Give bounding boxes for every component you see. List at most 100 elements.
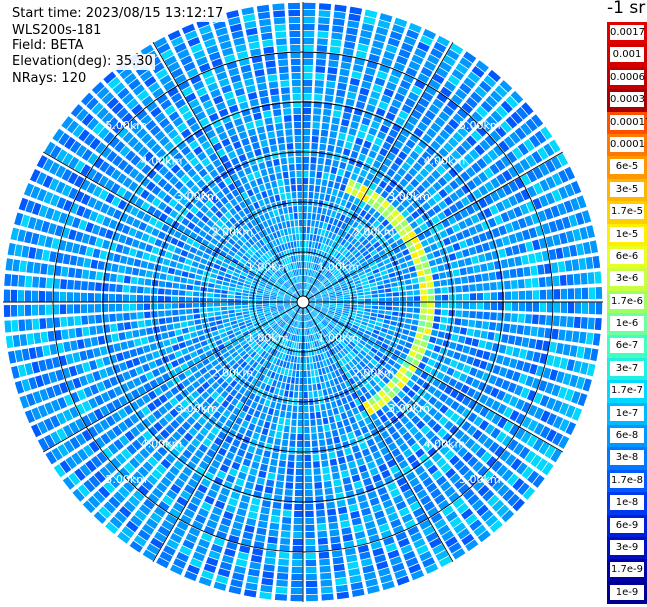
range-gate <box>355 333 362 339</box>
range-gate <box>263 305 270 309</box>
range-gate <box>315 304 322 306</box>
range-gate <box>293 524 303 532</box>
range-gate <box>397 390 406 399</box>
range-gate <box>336 324 343 330</box>
range-gate <box>257 339 265 346</box>
range-gate <box>299 307 302 314</box>
range-gate <box>511 302 519 312</box>
range-gate <box>406 410 416 420</box>
range-gate <box>301 342 303 350</box>
range-gate <box>363 315 370 319</box>
range-gate <box>247 324 254 330</box>
range-gate <box>336 307 343 310</box>
range-gate <box>149 379 159 389</box>
range-gate <box>108 496 121 509</box>
range-gate <box>33 332 42 344</box>
range-gate <box>62 409 73 422</box>
range-gate <box>203 525 216 536</box>
range-gate <box>370 90 381 100</box>
range-gate <box>356 175 365 184</box>
range-gate <box>306 306 312 312</box>
range-gate <box>244 413 252 422</box>
range-gate <box>292 370 296 377</box>
range-gate <box>523 138 535 152</box>
range-gate <box>158 394 168 404</box>
range-gate <box>331 319 338 324</box>
range-gate <box>263 296 270 299</box>
range-gate <box>154 433 165 444</box>
range-gate <box>265 314 272 319</box>
range-gate <box>318 266 323 273</box>
range-gate <box>430 329 439 337</box>
range-gate <box>482 489 495 502</box>
range-gate <box>104 461 117 474</box>
range-gate <box>417 398 427 408</box>
range-gate <box>264 182 272 190</box>
range-gate <box>178 104 190 115</box>
range-gate <box>555 218 565 231</box>
range-gate <box>347 343 354 350</box>
range-gate <box>239 545 251 554</box>
range-gate <box>285 294 292 298</box>
range-gate <box>340 470 350 478</box>
range-gate <box>392 306 400 312</box>
range-gate <box>135 397 146 408</box>
range-gate <box>213 293 221 298</box>
range-gate <box>296 314 299 321</box>
range-gate <box>572 228 582 242</box>
range-gate <box>305 290 309 297</box>
range-gate <box>452 326 461 334</box>
range-gate <box>183 354 192 362</box>
range-gate <box>357 352 364 360</box>
range-gate <box>344 380 351 388</box>
range-gate <box>472 479 485 492</box>
range-gate <box>510 90 524 104</box>
range-gate <box>308 296 315 300</box>
range-gate <box>449 473 461 484</box>
range-gate <box>239 274 247 280</box>
range-gate <box>284 297 291 300</box>
range-gate <box>449 359 459 369</box>
range-gate <box>304 433 310 441</box>
range-gate <box>373 375 381 384</box>
range-gate <box>349 329 356 335</box>
range-gate <box>95 213 105 225</box>
range-gate <box>321 382 326 390</box>
range-gate <box>362 477 373 487</box>
range-gate <box>320 251 325 258</box>
range-gate <box>18 275 26 287</box>
range-gate <box>341 357 348 365</box>
range-gate <box>233 327 240 333</box>
range-gate <box>327 409 334 417</box>
range-gate <box>327 508 337 516</box>
range-gate <box>248 338 255 345</box>
range-gate <box>245 85 256 94</box>
range-gate <box>95 282 102 292</box>
range-gate <box>247 128 257 137</box>
range-gate <box>281 353 286 361</box>
range-gate <box>303 205 308 213</box>
range-gate <box>327 333 333 340</box>
range-gate <box>169 532 183 544</box>
range-gate <box>250 314 258 319</box>
range-gate <box>448 167 459 178</box>
range-gate <box>410 459 421 470</box>
range-gate <box>339 280 346 285</box>
range-gate <box>281 251 286 259</box>
range-gate <box>419 255 428 263</box>
range-gate <box>259 281 267 286</box>
range-gate <box>342 48 354 56</box>
range-gate <box>473 416 484 427</box>
range-gate <box>438 382 447 392</box>
range-gate <box>295 370 300 378</box>
range-gate <box>176 496 188 507</box>
range-gate <box>68 187 79 200</box>
range-gate <box>220 487 231 497</box>
range-gate <box>308 328 312 335</box>
range-gate <box>588 287 596 300</box>
range-gate <box>436 371 445 381</box>
range-gate <box>250 416 258 425</box>
range-gate <box>308 276 311 283</box>
range-gate <box>95 271 104 281</box>
range-gate <box>555 342 564 355</box>
